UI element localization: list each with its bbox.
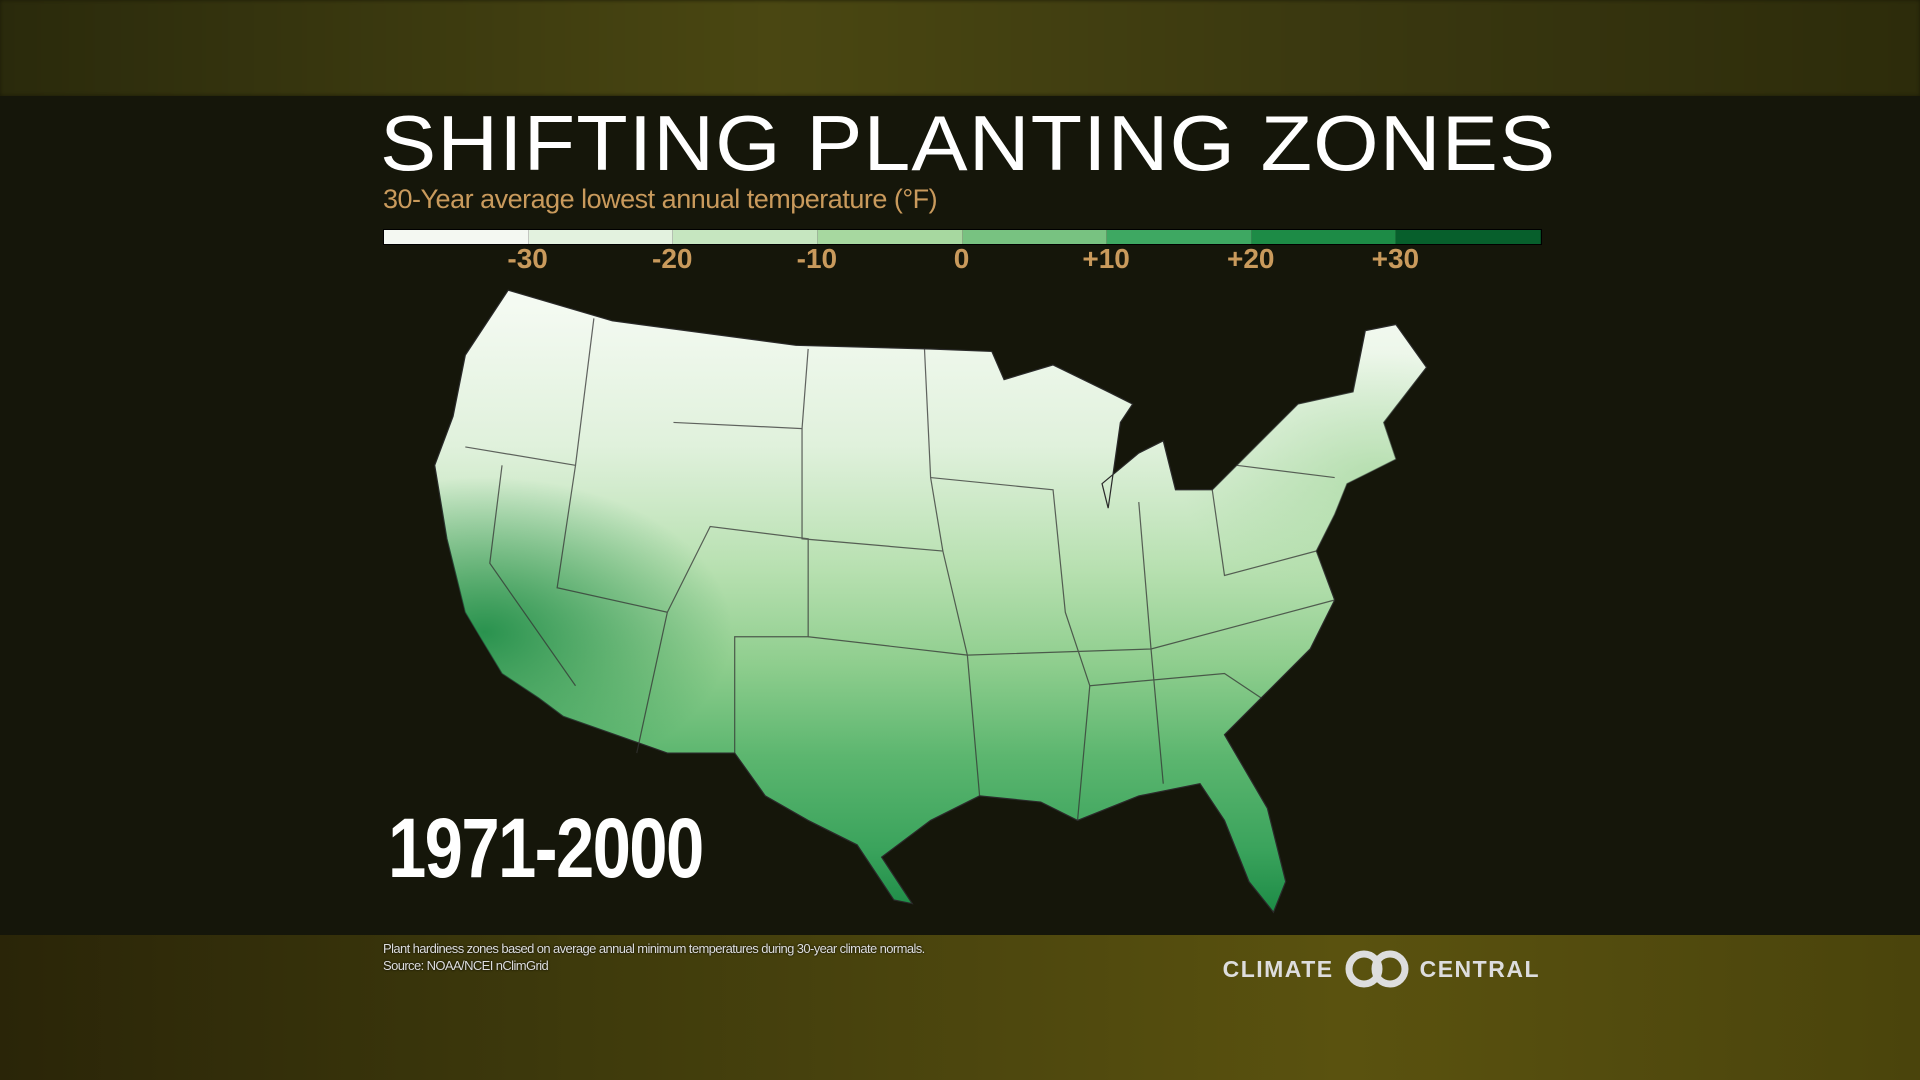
legend-swatch	[962, 230, 1108, 244]
legend-tick-label: -20	[652, 243, 693, 274]
climate-central-logo: CLIMATE CENTRAL	[1223, 950, 1540, 988]
legend-swatch	[673, 230, 818, 244]
footer-source: Source: NOAA/NCEI nClimGrid	[383, 958, 549, 973]
chart-subtitle: 30-Year average lowest annual temperatur…	[383, 184, 938, 214]
footer-notes: Plant hardiness zones based on average a…	[383, 940, 925, 974]
legend-tick-label: -10	[796, 243, 838, 274]
state-borders	[465, 318, 1335, 821]
chart-title: SHIFTING PLANTING ZONES	[380, 99, 1557, 187]
background-top-band	[0, 0, 1920, 96]
us-outline	[434, 289, 1428, 914]
legend-tick-label: +20	[1227, 243, 1275, 274]
legend-swatch	[817, 230, 963, 244]
legend-tick-label: -30	[507, 243, 548, 274]
legend-swatch	[1107, 230, 1252, 244]
logo-text-left: CLIMATE	[1222, 955, 1334, 982]
logo-rings-icon	[1345, 950, 1409, 988]
logo-text-right: CENTRAL	[1419, 955, 1540, 982]
legend-swatch	[528, 230, 674, 244]
legend-tick-label: +30	[1371, 243, 1420, 274]
color-legend-bar	[383, 229, 1542, 245]
legend-tick-label: 0	[953, 243, 970, 274]
background-bottom-band	[0, 935, 1920, 1080]
legend-tick-label: +10	[1082, 243, 1130, 274]
legend-swatch	[384, 230, 529, 244]
footer-note: Plant hardiness zones based on average a…	[383, 941, 925, 956]
legend-swatch	[1396, 230, 1541, 244]
period-label: 1971-2000	[388, 801, 704, 895]
legend-swatch	[1251, 230, 1397, 244]
